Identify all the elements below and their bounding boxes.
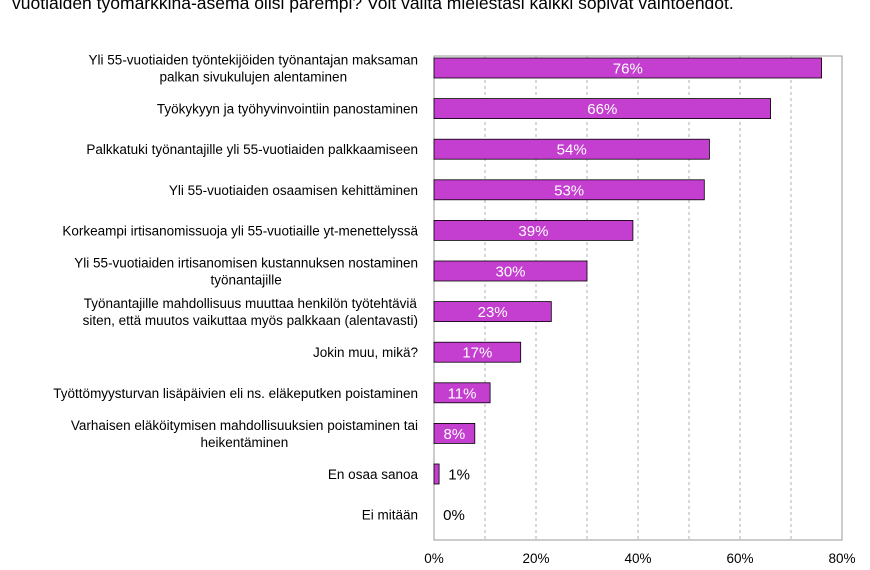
category-label: Yli 55-vuotiaiden osaamisen kehittäminen [169,183,418,198]
data-label: 76% [613,61,643,78]
category-label-line: Työttömyysturvan lisäpäivien eli ns. elä… [53,386,418,401]
bar [433,422,476,444]
data-label: 11% [448,385,477,402]
category-label: Yli 55-vuotiaiden työntekijöiden työnant… [89,53,418,85]
x-tick-label: 0% [424,551,444,566]
bars [433,57,823,485]
bar [433,57,823,79]
category-label: Yli 55-vuotiaiden irtisanomisen kustannu… [74,256,418,288]
category-label-line: työnantajille [211,273,282,288]
data-label: 53% [554,182,584,199]
x-tick-label: 20% [522,551,549,566]
chart-title: vuotiaiden työmarkkina-asema olisi parem… [12,0,734,13]
category-label-line: Yli 55-vuotiaiden osaamisen kehittäminen [169,183,418,198]
x-tick-label: 80% [828,551,855,566]
category-label-line: siten, että muutos vaikuttaa myös palkka… [83,313,418,328]
data-label: 8% [444,426,466,443]
data-label: 0% [443,507,465,524]
category-label: Varhaisen eläköitymisen mahdollisuuksien… [71,418,418,450]
category-label-line: Yli 55-vuotiaiden irtisanomisen kustannu… [74,256,418,271]
bar [433,138,710,160]
gridlines [433,55,843,541]
data-label: 66% [587,101,617,118]
x-axis-ticks: 0% 20% 40% 60% 80% [424,551,855,566]
category-labels: Yli 55-vuotiaiden työntekijöiden työnant… [53,53,418,523]
data-label: 1% [448,467,470,484]
data-label: 54% [557,142,587,159]
category-label-line: Työkykyyn ja työhyvinvointiin panostamin… [157,102,418,117]
bar [433,260,588,282]
category-label-line: heikentäminen [201,435,289,450]
category-label-line: Varhaisen eläköitymisen mahdollisuuksien… [71,418,418,433]
data-label: 30% [495,264,525,281]
bar [433,219,634,241]
category-label-line: Yli 55-vuotiaiden työntekijöiden työnant… [89,53,418,68]
data-label: 23% [478,304,508,321]
category-label: Jokin muu, mikä? [313,345,418,360]
x-tick-label: 60% [726,551,753,566]
category-label: Työttömyysturvan lisäpäivien eli ns. elä… [53,386,418,401]
bar [433,341,522,363]
x-tick-label: 40% [624,551,651,566]
category-label: Työnantajille mahdollisuus muuttaa henki… [83,296,418,328]
category-label: Korkeampi irtisanomissuoja yli 55-vuotia… [62,223,418,238]
category-label-line: Korkeampi irtisanomissuoja yli 55-vuotia… [62,223,418,238]
category-label-line: Ei mitään [362,508,418,523]
bar [433,98,772,119]
category-label-line: En osaa sanoa [328,467,419,482]
category-label-line: palkan sivukulujen alentaminen [159,70,347,85]
data-label: 39% [518,223,548,240]
bar [433,382,491,404]
category-label-line: Palkkatuki työnantajille yli 55-vuotiaid… [86,142,418,157]
bar [433,179,705,201]
category-label-line: Työnantajille mahdollisuus muuttaa henki… [84,296,418,311]
data-label: 17% [462,345,492,362]
category-label: Työkykyyn ja työhyvinvointiin panostamin… [157,102,418,117]
bar [433,463,440,485]
category-label-line: Jokin muu, mikä? [313,345,418,360]
category-label: En osaa sanoa [328,467,419,482]
category-label: Palkkatuki työnantajille yli 55-vuotiaid… [86,142,418,157]
category-label: Ei mitään [362,508,418,523]
data-labels: 76% 66% 54% 53% 39% 30% 23% 17% 11% 8% 1% 0% [443,61,643,525]
bar [433,301,552,323]
